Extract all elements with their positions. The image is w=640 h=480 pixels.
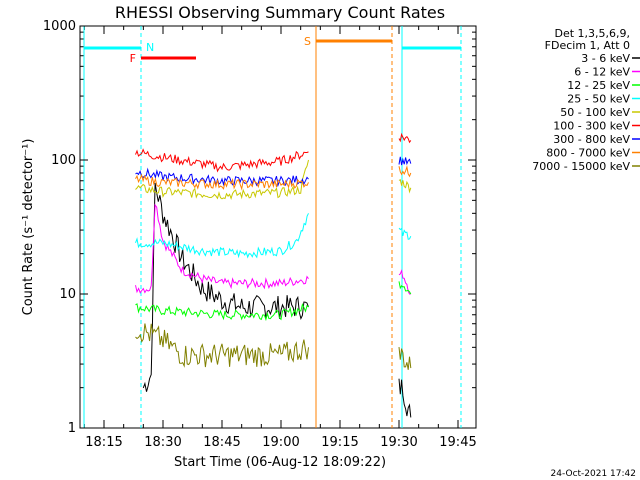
x-tick-label: 18:15 bbox=[85, 435, 122, 450]
series-line-9 bbox=[135, 323, 309, 368]
series-line-8 bbox=[135, 173, 309, 191]
plot-frame bbox=[79, 25, 477, 429]
series-line-5 bbox=[398, 178, 412, 194]
x-tick-label: 18:45 bbox=[203, 435, 240, 450]
series-lines bbox=[135, 132, 412, 418]
series-line-8 bbox=[398, 165, 412, 178]
series-line-2 bbox=[135, 203, 309, 294]
series-line-7 bbox=[135, 167, 309, 188]
legend-entry: 25 - 50 keV bbox=[567, 93, 630, 106]
y-tick-label: 1000 bbox=[43, 19, 76, 34]
series-line-2 bbox=[398, 268, 411, 295]
x-tick-label: 19:45 bbox=[439, 435, 476, 450]
y-tick-labels: 1 10 100 1000 bbox=[43, 19, 476, 436]
x-tick-label: 19:30 bbox=[380, 435, 417, 450]
date-stamp: 24-Oct-2021 17:42 bbox=[551, 469, 636, 479]
legend-entry: 6 - 12 keV bbox=[574, 66, 630, 79]
y-axis-label: Count Rate (s⁻¹ detector⁻¹) bbox=[21, 139, 36, 316]
legend-entry: 3 - 6 keV bbox=[581, 52, 630, 65]
series-line-1 bbox=[398, 378, 412, 418]
x-tick-labels: 18:15 18:30 18:45 19:00 19:15 19:30 19:45 bbox=[85, 26, 477, 450]
legend-entry: 50 - 100 keV bbox=[560, 106, 630, 119]
x-tick-label: 19:00 bbox=[262, 435, 299, 450]
y-tick-label: 10 bbox=[59, 287, 76, 302]
series-line-9 bbox=[398, 347, 412, 370]
legend-entry: 100 - 300 keV bbox=[553, 120, 630, 133]
annotation-bars: NF S bbox=[84, 35, 461, 65]
series-line-4 bbox=[135, 213, 309, 259]
mode-boundary-lines bbox=[83, 26, 462, 428]
chart-title: RHESSI Observing Summary Count Rates bbox=[115, 3, 445, 22]
series-line-6 bbox=[398, 132, 412, 144]
series-line-4 bbox=[398, 227, 412, 240]
series-line-3 bbox=[398, 281, 412, 295]
legend-header: FDecim 1, Att 0 bbox=[545, 39, 630, 52]
annotation-label: F bbox=[130, 52, 136, 65]
y-tick-label: 1 bbox=[68, 421, 76, 436]
annotation-label: S bbox=[304, 35, 311, 48]
x-tick-label: 18:30 bbox=[144, 435, 181, 450]
legend-header: Det 1,3,5,6,9, bbox=[554, 27, 630, 40]
legend-entry: 12 - 25 keV bbox=[567, 79, 630, 92]
x-axis-label: Start Time (06-Aug-12 18:09:22) bbox=[174, 455, 386, 470]
legend-entry: 300 - 800 keV bbox=[553, 133, 630, 146]
series-line-6 bbox=[135, 148, 309, 173]
minor-ticks bbox=[80, 26, 476, 428]
series-line-7 bbox=[398, 156, 412, 166]
series-line-5 bbox=[135, 159, 309, 200]
x-tick-label: 19:15 bbox=[321, 435, 358, 450]
legend-entry: 800 - 7000 keV bbox=[546, 147, 630, 160]
legend-entry: 7000 - 15000 keV bbox=[532, 160, 630, 173]
legend: Det 1,3,5,6,9,FDecim 1, Att 03 - 6 keV6 … bbox=[532, 27, 640, 173]
series-line-3 bbox=[135, 303, 309, 322]
series-line-1 bbox=[142, 182, 309, 392]
annotation-label: N bbox=[146, 41, 154, 54]
y-tick-label: 100 bbox=[51, 153, 76, 168]
